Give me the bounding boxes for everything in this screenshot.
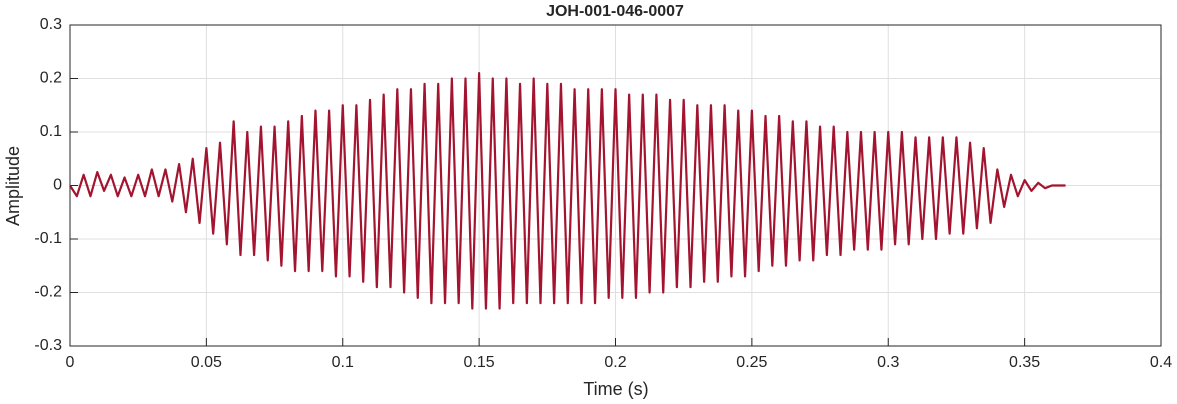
- x-tick-label: 0: [66, 354, 75, 371]
- y-tick-label: -0.3: [34, 337, 62, 354]
- x-tick-label: 0.35: [1009, 354, 1040, 371]
- x-tick-label: 0.2: [604, 354, 626, 371]
- x-tick-label: 0.3: [877, 354, 899, 371]
- waveform: [69, 72, 1066, 310]
- x-tick-label: 0.15: [464, 354, 495, 371]
- x-tick-label: 0.05: [191, 354, 222, 371]
- y-tick-label: 0.3: [40, 16, 62, 33]
- y-tick-label: -0.2: [34, 284, 62, 301]
- x-tick-label: 0.4: [1150, 354, 1172, 371]
- y-tick-label: 0.2: [40, 70, 62, 87]
- x-axis-label: Time (s): [583, 379, 648, 399]
- y-tick-label: 0: [53, 177, 62, 194]
- chart-title: JOH-001-046-0007: [546, 3, 684, 20]
- x-tick-label: 0.1: [332, 354, 354, 371]
- y-axis-label: Amplitude: [3, 146, 23, 226]
- y-tick-label: -0.1: [34, 230, 62, 247]
- x-tick-label: 0.25: [736, 354, 767, 371]
- y-tick-label: 0.1: [40, 123, 62, 140]
